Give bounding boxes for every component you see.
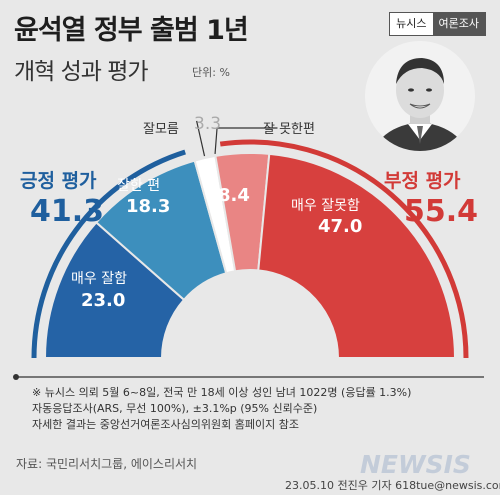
- brand-badge: 뉴시스 여론조사: [389, 12, 486, 36]
- note-line: 자세한 결과는 중앙선거여론조사심의위원회 홈페이지 참조: [32, 418, 299, 431]
- dont-know-label: 잘모름: [143, 122, 179, 137]
- credit-text: 23.05.10 전진우 기자 618tue@newsis.com: [285, 479, 500, 492]
- president-portrait: [365, 41, 475, 151]
- very-bad-label: 매우 잘못함: [291, 198, 360, 214]
- brand-newsis: 뉴시스: [390, 13, 433, 35]
- baseline-dot: [13, 374, 19, 380]
- good-value: 18.3: [126, 196, 171, 217]
- note-line: 자동응답조사(ARS, 무선 100%), ±3.1%p (95% 신뢰수준): [32, 402, 318, 415]
- positive-label: 긍정 평가: [20, 170, 97, 192]
- chart-subtitle: 개혁 성과 평가: [14, 59, 149, 85]
- positive-ring: [31, 149, 186, 359]
- negative-label: 부정 평가: [384, 170, 461, 192]
- segment-4: [257, 152, 457, 359]
- note-line: ※ 뉴시스 의뢰 5월 6~8일, 전국 만 18세 이상 성인 남녀 1022…: [32, 386, 412, 399]
- dont-know-value: 3.3: [194, 114, 222, 134]
- unit-label: 단위: %: [192, 66, 230, 79]
- bad-label: 잘 못한편: [263, 122, 315, 137]
- watermark: NEWSIS: [360, 450, 471, 479]
- very-good-label: 매우 잘함: [71, 271, 127, 287]
- negative-ring: [219, 139, 469, 359]
- negative-value: 55.4: [404, 194, 479, 229]
- chart-title: 윤석열 정부 출범 1년: [14, 15, 249, 46]
- bad-value: 8.4: [218, 185, 250, 206]
- brand-poll: 여론조사: [432, 13, 485, 35]
- bad-leader: [214, 127, 278, 155]
- very-bad-value: 47.0: [318, 216, 363, 237]
- positive-value: 41.3: [30, 194, 105, 229]
- good-label: 잘한 편: [117, 178, 161, 194]
- dont-know-leader: [196, 120, 206, 157]
- survey-notes: ※ 뉴시스 의뢰 5월 6~8일, 전국 만 18세 이상 성인 남녀 1022…: [32, 385, 411, 433]
- very-good-value: 23.0: [81, 290, 126, 311]
- source-text: 자료: 국민리서치그룹, 에이스리서치: [16, 457, 198, 471]
